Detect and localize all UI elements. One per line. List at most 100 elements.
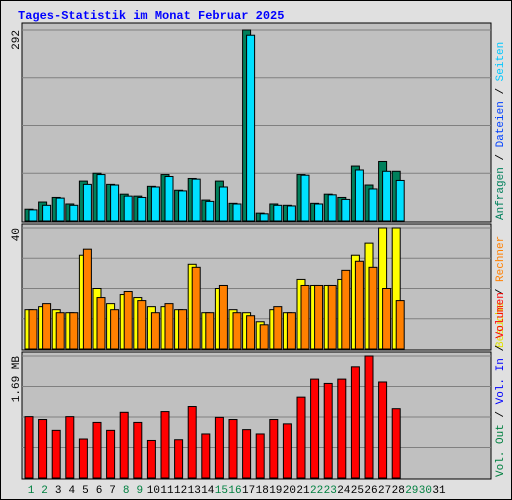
legend-separator: / [495, 147, 507, 167]
bar [92, 421, 102, 479]
bar [391, 408, 401, 479]
legend-entry: Dateien [495, 101, 507, 147]
bar [327, 284, 337, 350]
bar [259, 213, 269, 222]
x-tick-label: 23 [324, 485, 337, 497]
bar [246, 315, 256, 350]
bar [286, 312, 296, 350]
bar [368, 266, 378, 350]
bar [314, 284, 324, 350]
bar [242, 429, 252, 479]
bar [205, 312, 215, 350]
x-tick-label: 26 [364, 485, 377, 497]
bar [137, 196, 147, 222]
bar [69, 204, 79, 222]
bar [96, 297, 106, 350]
x-tick-label: 11 [160, 485, 174, 497]
bar [382, 170, 392, 222]
bar [323, 382, 333, 479]
bar [310, 378, 320, 479]
bar [191, 178, 201, 222]
bar [300, 174, 310, 222]
bar [24, 416, 34, 479]
bar [96, 174, 106, 222]
bar [164, 176, 174, 222]
x-tick-label: 24 [337, 485, 351, 497]
x-tick-label: 20 [283, 485, 296, 497]
bar [214, 416, 224, 479]
x-tick-label: 16 [228, 485, 241, 497]
y-tick-label: 292 [11, 30, 23, 50]
bar [69, 312, 79, 350]
bar [259, 324, 269, 350]
bar [191, 266, 201, 350]
x-tick-label: 13 [188, 485, 201, 497]
legend-separator: / [495, 81, 507, 101]
legend-entry: Vol. Out [495, 424, 507, 477]
bar [55, 197, 65, 222]
bar [228, 419, 238, 479]
x-tick-label: 1 [28, 485, 35, 497]
x-tick-label: 4 [68, 485, 75, 497]
bar [187, 406, 197, 479]
bar [146, 439, 156, 479]
bar [38, 419, 48, 479]
x-tick-label: 12 [174, 485, 187, 497]
bar [51, 429, 61, 479]
bar [42, 204, 52, 222]
bar [164, 303, 174, 350]
legend-entry: Vol. In [495, 358, 507, 404]
bar [178, 190, 188, 222]
bar [55, 312, 65, 350]
bar [218, 186, 228, 222]
legend-entry: Volumen [495, 292, 507, 338]
bar [286, 205, 296, 222]
bar [300, 284, 310, 350]
x-tick-label: 29 [405, 485, 418, 497]
x-tick-label: 30 [419, 485, 432, 497]
legend-entry: Besuche [495, 302, 507, 348]
bar [354, 260, 364, 350]
bar [150, 312, 160, 350]
y-tick-label: 1.69 MB [11, 356, 23, 403]
bar [255, 433, 265, 479]
x-tick-label: 6 [96, 485, 103, 497]
bar [160, 411, 170, 479]
bar [110, 184, 120, 222]
bar [395, 300, 405, 350]
bar [350, 366, 360, 479]
chart-title: Tages-Statistik im Monat Februar 2025 [18, 9, 284, 23]
bar [382, 288, 392, 350]
bar [269, 419, 279, 479]
bar [337, 378, 347, 479]
x-tick-label: 25 [351, 485, 364, 497]
x-tick-label: 21 [296, 485, 310, 497]
bar [218, 284, 228, 350]
x-tick-label: 22 [310, 485, 323, 497]
x-tick-label: 19 [269, 485, 282, 497]
bar [273, 306, 283, 350]
bar [123, 291, 133, 350]
bar [246, 34, 256, 222]
bar [137, 300, 147, 350]
x-tick-label: 5 [82, 485, 89, 497]
bar [82, 248, 92, 350]
legend: Besuche / Rechner [495, 236, 507, 348]
x-tick-label: 14 [201, 485, 215, 497]
x-tick-label: 31 [432, 485, 446, 497]
bar [205, 200, 215, 222]
x-tick-label: 27 [378, 485, 391, 497]
bar [296, 396, 306, 479]
bar [174, 439, 184, 479]
legend-separator: / [495, 404, 507, 424]
legend: Vol. Out / Vol. In / Volumen [495, 292, 507, 477]
x-tick-label: 17 [242, 485, 255, 497]
x-tick-label: 9 [136, 485, 143, 497]
bar [28, 309, 38, 350]
bar [110, 309, 120, 350]
legend-entry: Rechner [495, 236, 507, 282]
legend-separator: / [495, 338, 507, 358]
bar [364, 355, 374, 479]
bar [273, 204, 283, 222]
